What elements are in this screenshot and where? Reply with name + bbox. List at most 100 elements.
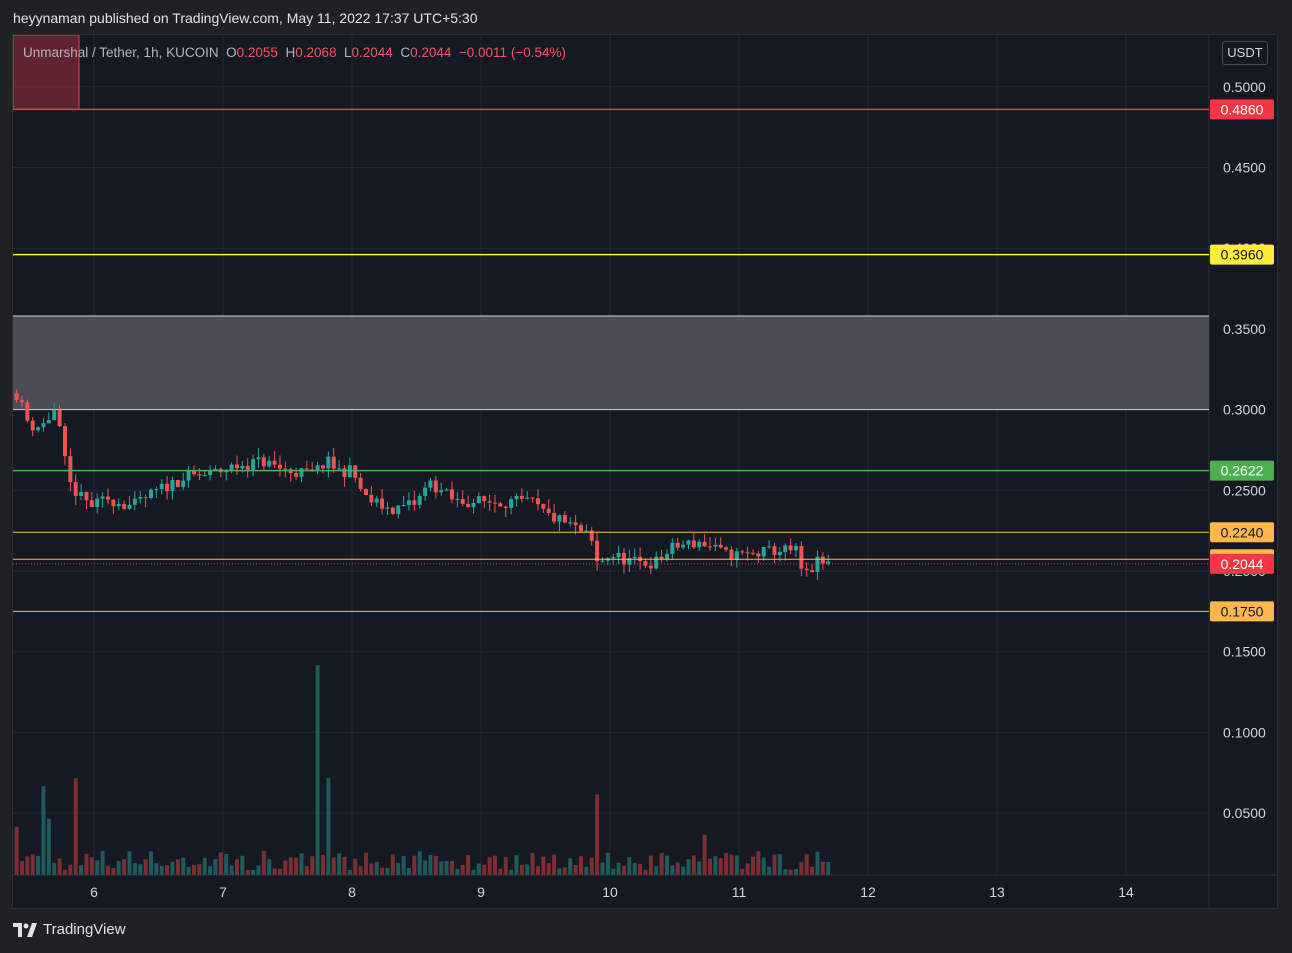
time-tick-label: 7 (219, 884, 227, 900)
price-tick-label: 0.0500 (1223, 805, 1266, 821)
candle-body (320, 465, 325, 469)
volume-bar (573, 864, 578, 875)
volume-bar (578, 856, 583, 875)
price-tick-label: 0.2500 (1223, 482, 1266, 498)
candle-body (750, 552, 755, 554)
volume-bar (251, 869, 256, 875)
candle-body (19, 399, 24, 403)
candle-body (30, 420, 35, 431)
candle-body (772, 546, 777, 556)
candle-body (41, 423, 46, 428)
candle-body (729, 549, 734, 561)
volume-bar (170, 861, 175, 875)
tradingview-brand[interactable]: TradingView (13, 921, 126, 938)
candle-body (562, 515, 567, 523)
candle-body (530, 497, 535, 499)
volume-bar (546, 862, 551, 875)
chart-svg[interactable]: 0.50000.45000.40000.35000.30000.25000.20… (13, 35, 1277, 908)
volume-bar (337, 853, 342, 875)
candle-body (573, 522, 578, 526)
candle-body (277, 464, 282, 469)
volume-bar (36, 855, 41, 875)
close-label: C (400, 45, 411, 60)
volume-bar (648, 855, 653, 875)
candle-body (283, 468, 288, 470)
volume-bar (799, 862, 804, 875)
candle-body (170, 479, 175, 492)
volume-bar (208, 866, 213, 875)
brand-name: TradingView (43, 921, 126, 938)
open-value: 0.2055 (236, 45, 278, 60)
candle-body (718, 544, 723, 548)
candle-body (643, 561, 648, 566)
candle-body (745, 552, 750, 554)
volume-bar (401, 855, 406, 875)
candle-body (191, 470, 196, 475)
symbol-title[interactable]: Unmarshal / Tether, 1h, KUCOIN (23, 45, 219, 60)
volume-bar (691, 855, 696, 875)
volume-bar (159, 865, 164, 875)
volume-bar (804, 854, 809, 875)
chart-panel[interactable]: 0.50000.45000.40000.35000.30000.25000.20… (12, 34, 1278, 909)
volume-bar (320, 854, 325, 875)
candle-body (476, 496, 481, 504)
volume-series (14, 665, 831, 875)
volume-bar (686, 859, 691, 875)
candle-body (385, 507, 390, 509)
candle-body (648, 565, 653, 569)
volume-bar (460, 865, 465, 875)
volume-bar (369, 863, 374, 875)
volume-bar (358, 866, 363, 875)
change-value: −0.0011 (−0.54%) (458, 45, 566, 60)
candle-body (234, 464, 239, 469)
volume-bar (810, 866, 815, 875)
volume-bar (638, 863, 643, 875)
volume-bar (745, 863, 750, 875)
candle-body (369, 494, 374, 503)
volume-bar (670, 865, 675, 875)
volume-bar (245, 869, 250, 875)
volume-bar (294, 857, 299, 875)
volume-bar (132, 863, 137, 875)
candle-body (181, 480, 186, 488)
candle-body (412, 500, 417, 505)
volume-bar (433, 855, 438, 875)
candle-body (654, 556, 659, 569)
price-tick-label: 0.1000 (1223, 724, 1266, 740)
volume-bar (519, 864, 524, 875)
volume-bar (664, 855, 669, 875)
volume-bar (30, 854, 35, 875)
volume-bar (455, 868, 460, 875)
volume-bar (218, 852, 223, 875)
candle-body (632, 556, 637, 559)
candle-body (208, 470, 213, 475)
candle-body (326, 456, 331, 469)
time-tick-label: 12 (860, 884, 876, 900)
price-badge-text-0.1750: 0.1750 (1221, 603, 1264, 619)
low-label: L (344, 45, 352, 60)
volume-bar (272, 868, 277, 875)
price-tick-label: 0.1500 (1223, 644, 1266, 660)
candle-body (675, 542, 680, 548)
candle-body (240, 465, 245, 469)
candle-body (439, 490, 444, 493)
candle-body (466, 503, 471, 508)
candle-body (509, 499, 514, 508)
volume-bar (406, 867, 411, 875)
time-tick-label: 8 (348, 884, 356, 900)
volume-bar (396, 862, 401, 875)
volume-bar (148, 851, 153, 875)
volume-bar (105, 865, 110, 875)
candle-body (498, 503, 503, 507)
volume-bar (213, 859, 218, 875)
time-tick-label: 10 (602, 884, 618, 900)
candle-body (358, 477, 363, 490)
candle-body (541, 504, 546, 509)
candle-body (793, 546, 798, 551)
volume-bar (197, 864, 202, 875)
candle-body (213, 468, 218, 471)
time-tick-label: 6 (90, 884, 98, 900)
candle-body (783, 545, 788, 553)
currency-badge[interactable]: USDT (1222, 41, 1268, 65)
volume-bar (772, 854, 777, 875)
